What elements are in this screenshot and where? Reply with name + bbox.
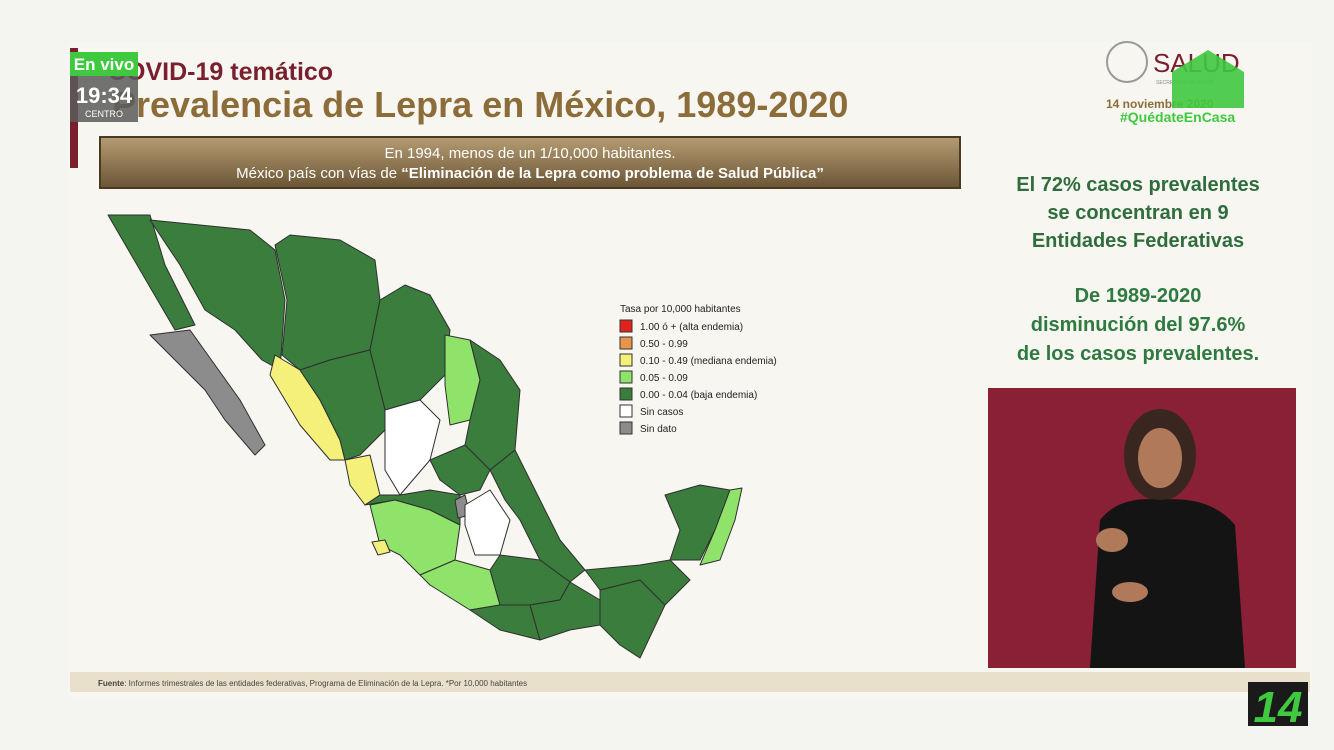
legend: Tasa por 10,000 habitantes 1.00 ó + (alt… xyxy=(619,304,777,435)
legend-swatch xyxy=(619,387,633,401)
live-label: En vivo xyxy=(74,55,134,74)
torso xyxy=(1090,499,1245,668)
note-concentration: El 72% casos prevalentes xyxy=(1016,174,1259,196)
banner-prefix: México país con vías de xyxy=(236,165,401,182)
hashtag: #QuédateEnCasa xyxy=(1120,109,1235,125)
banner xyxy=(99,136,961,189)
clock: 19:34 xyxy=(76,83,133,108)
note-concentration: Entidades Federativas xyxy=(1032,230,1244,252)
legend-label: Sin casos xyxy=(640,407,683,418)
legend-swatch xyxy=(619,404,633,418)
state xyxy=(584,559,691,606)
hand xyxy=(1096,528,1128,552)
legend-label: 0.50 - 0.99 xyxy=(640,339,688,350)
note-decline: De 1989-2020 xyxy=(1075,285,1202,307)
interpreter-video xyxy=(988,388,1296,668)
legend-label: 1.00 ó + (alta endemia) xyxy=(640,322,743,333)
state xyxy=(699,487,743,566)
state xyxy=(664,484,731,561)
legend-swatch xyxy=(619,319,633,333)
legend-title: Tasa por 10,000 habitantes xyxy=(620,304,741,315)
map xyxy=(107,214,743,659)
kicker: COVID-19 temático xyxy=(108,58,333,86)
clock-badge xyxy=(70,76,138,122)
source-label: Fuente xyxy=(98,679,125,688)
state xyxy=(371,539,391,556)
legend-swatch xyxy=(619,370,633,384)
banner-line2: México país con vías de “Eliminación de … xyxy=(236,165,824,182)
note-decline: de los casos prevalentes. xyxy=(1017,343,1259,365)
source-text: : Informes trimestrales de las entidades… xyxy=(124,679,527,688)
legend-label: 0.10 - 0.49 (mediana endemia) xyxy=(640,356,777,367)
home-icon xyxy=(1172,50,1244,108)
state xyxy=(274,234,381,371)
clock-zone: CENTRO xyxy=(85,109,123,119)
legend-swatch xyxy=(619,353,633,367)
banner-line1: En 1994, menos de un 1/10,000 habitantes… xyxy=(384,145,675,162)
live-badge xyxy=(70,52,138,76)
state xyxy=(299,349,386,461)
legend-label: Sin dato xyxy=(640,424,677,435)
notes: El 72% casos prevalentes se concentran en… xyxy=(1016,174,1259,365)
legend-swatch xyxy=(619,421,633,435)
state xyxy=(149,219,286,371)
face xyxy=(1138,428,1182,488)
channel-badge xyxy=(1248,682,1308,726)
legend-label: 0.05 - 0.09 xyxy=(640,373,688,384)
channel-logo: 14 xyxy=(1254,683,1303,732)
state xyxy=(107,214,196,331)
note-concentration: se concentran en 9 xyxy=(1047,202,1228,224)
seal xyxy=(1106,41,1148,83)
note-decline: disminución del 97.6% xyxy=(1031,314,1246,336)
slide-title: Prevalencia de Lepra en México, 1989-202… xyxy=(112,84,848,125)
state xyxy=(429,444,491,496)
banner-emphasis: “Eliminación de la Lepra como problema d… xyxy=(401,165,824,182)
footer-band xyxy=(70,672,1310,692)
state xyxy=(149,329,266,456)
state xyxy=(489,449,586,583)
legend-label: 0.00 - 0.04 (baja endemia) xyxy=(640,390,757,401)
hand xyxy=(1112,582,1148,602)
legend-swatch xyxy=(619,336,633,350)
footer-source: Fuente: Informes trimestrales de las ent… xyxy=(98,679,527,688)
